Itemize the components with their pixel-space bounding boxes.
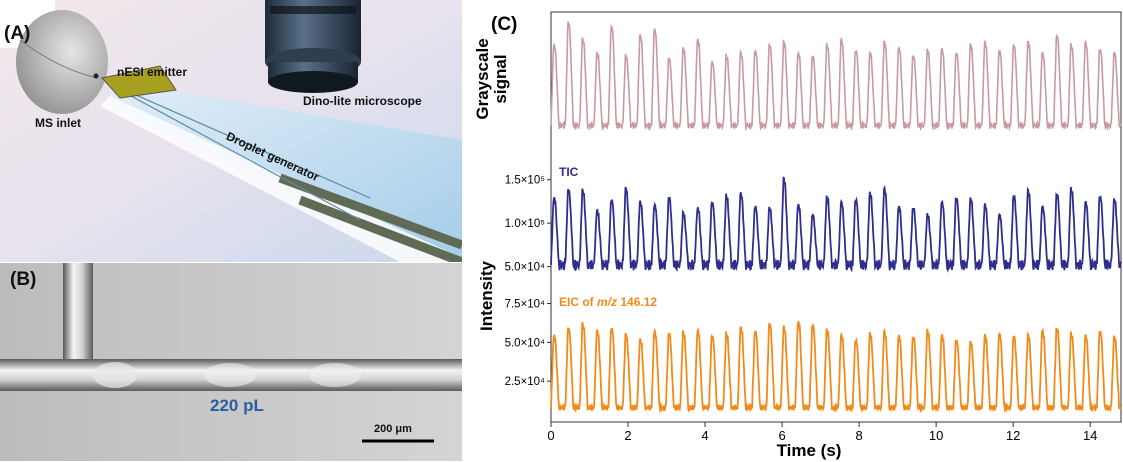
x-tick-label-12: 12 bbox=[1006, 428, 1020, 443]
panel-b-label: (B) bbox=[10, 269, 37, 290]
eic-y-tick-label-0: 7.5×10⁴ bbox=[505, 299, 545, 311]
nesi-emitter bbox=[101, 65, 177, 99]
x-tick-label-8: 8 bbox=[855, 428, 862, 443]
plot-frame bbox=[550, 11, 1122, 423]
x-tick-label-2: 2 bbox=[624, 428, 631, 443]
tic-y-tick-label-2: 5.0×10⁴ bbox=[505, 262, 545, 274]
eic-y-tick-label-2: 2.5×10⁴ bbox=[505, 376, 545, 388]
ms-inlet-label: MS inlet bbox=[35, 116, 82, 130]
panel-b-micrograph: (B) 220 pL 200 μm bbox=[0, 263, 462, 461]
scale-bar-label: 200 μm bbox=[374, 423, 412, 435]
schematic-illustration bbox=[0, 0, 462, 262]
x-tick-label-10: 10 bbox=[929, 428, 943, 443]
grayscale-ylabel-line2: signal bbox=[491, 54, 510, 103]
eic-series-line bbox=[550, 321, 1122, 414]
droplet-volume-label: 220 pL bbox=[210, 396, 264, 415]
panel-a-schematic: (A) nESI emitter Dino-lite microscope MS… bbox=[0, 0, 462, 262]
eic-y-tick-label-1: 5.0×10⁴ bbox=[505, 337, 545, 349]
x-axis-label: Time (s) bbox=[777, 441, 842, 460]
capillary-1 bbox=[278, 173, 462, 250]
panel-c-chart: (C) Grayscale signal Intensity Time (s) … bbox=[473, 11, 1122, 460]
ms-inlet-cone bbox=[16, 10, 108, 114]
capillary-2 bbox=[298, 195, 462, 262]
x-tick-label-0: 0 bbox=[547, 428, 554, 443]
droplet-micrograph bbox=[0, 263, 462, 461]
microscope-label: Dino-lite microscope bbox=[303, 94, 422, 108]
intensity-ylabel: Intensity bbox=[477, 261, 496, 331]
tic-y-tick-label-1: 1.0×10⁵ bbox=[505, 218, 545, 230]
tic-series-label: TIC bbox=[559, 165, 579, 179]
panel-c-label: (C) bbox=[491, 14, 517, 35]
tic-series-line bbox=[550, 176, 1122, 273]
microscope bbox=[265, 0, 361, 93]
x-tick-label-6: 6 bbox=[778, 428, 785, 443]
eic-series-label: EIC of m/z 146.12 bbox=[559, 295, 657, 309]
nesi-emitter-label: nESI emitter bbox=[117, 65, 188, 79]
x-tick-label-4: 4 bbox=[701, 428, 708, 443]
x-tick-label-14: 14 bbox=[1083, 428, 1097, 443]
panel-a-label: (A) bbox=[4, 23, 31, 44]
tic-y-tick-label-0: 1.5×10⁵ bbox=[505, 175, 545, 187]
grayscale-ylabel-line1: Grayscale bbox=[473, 38, 492, 119]
grayscale-series-line bbox=[550, 21, 1122, 132]
